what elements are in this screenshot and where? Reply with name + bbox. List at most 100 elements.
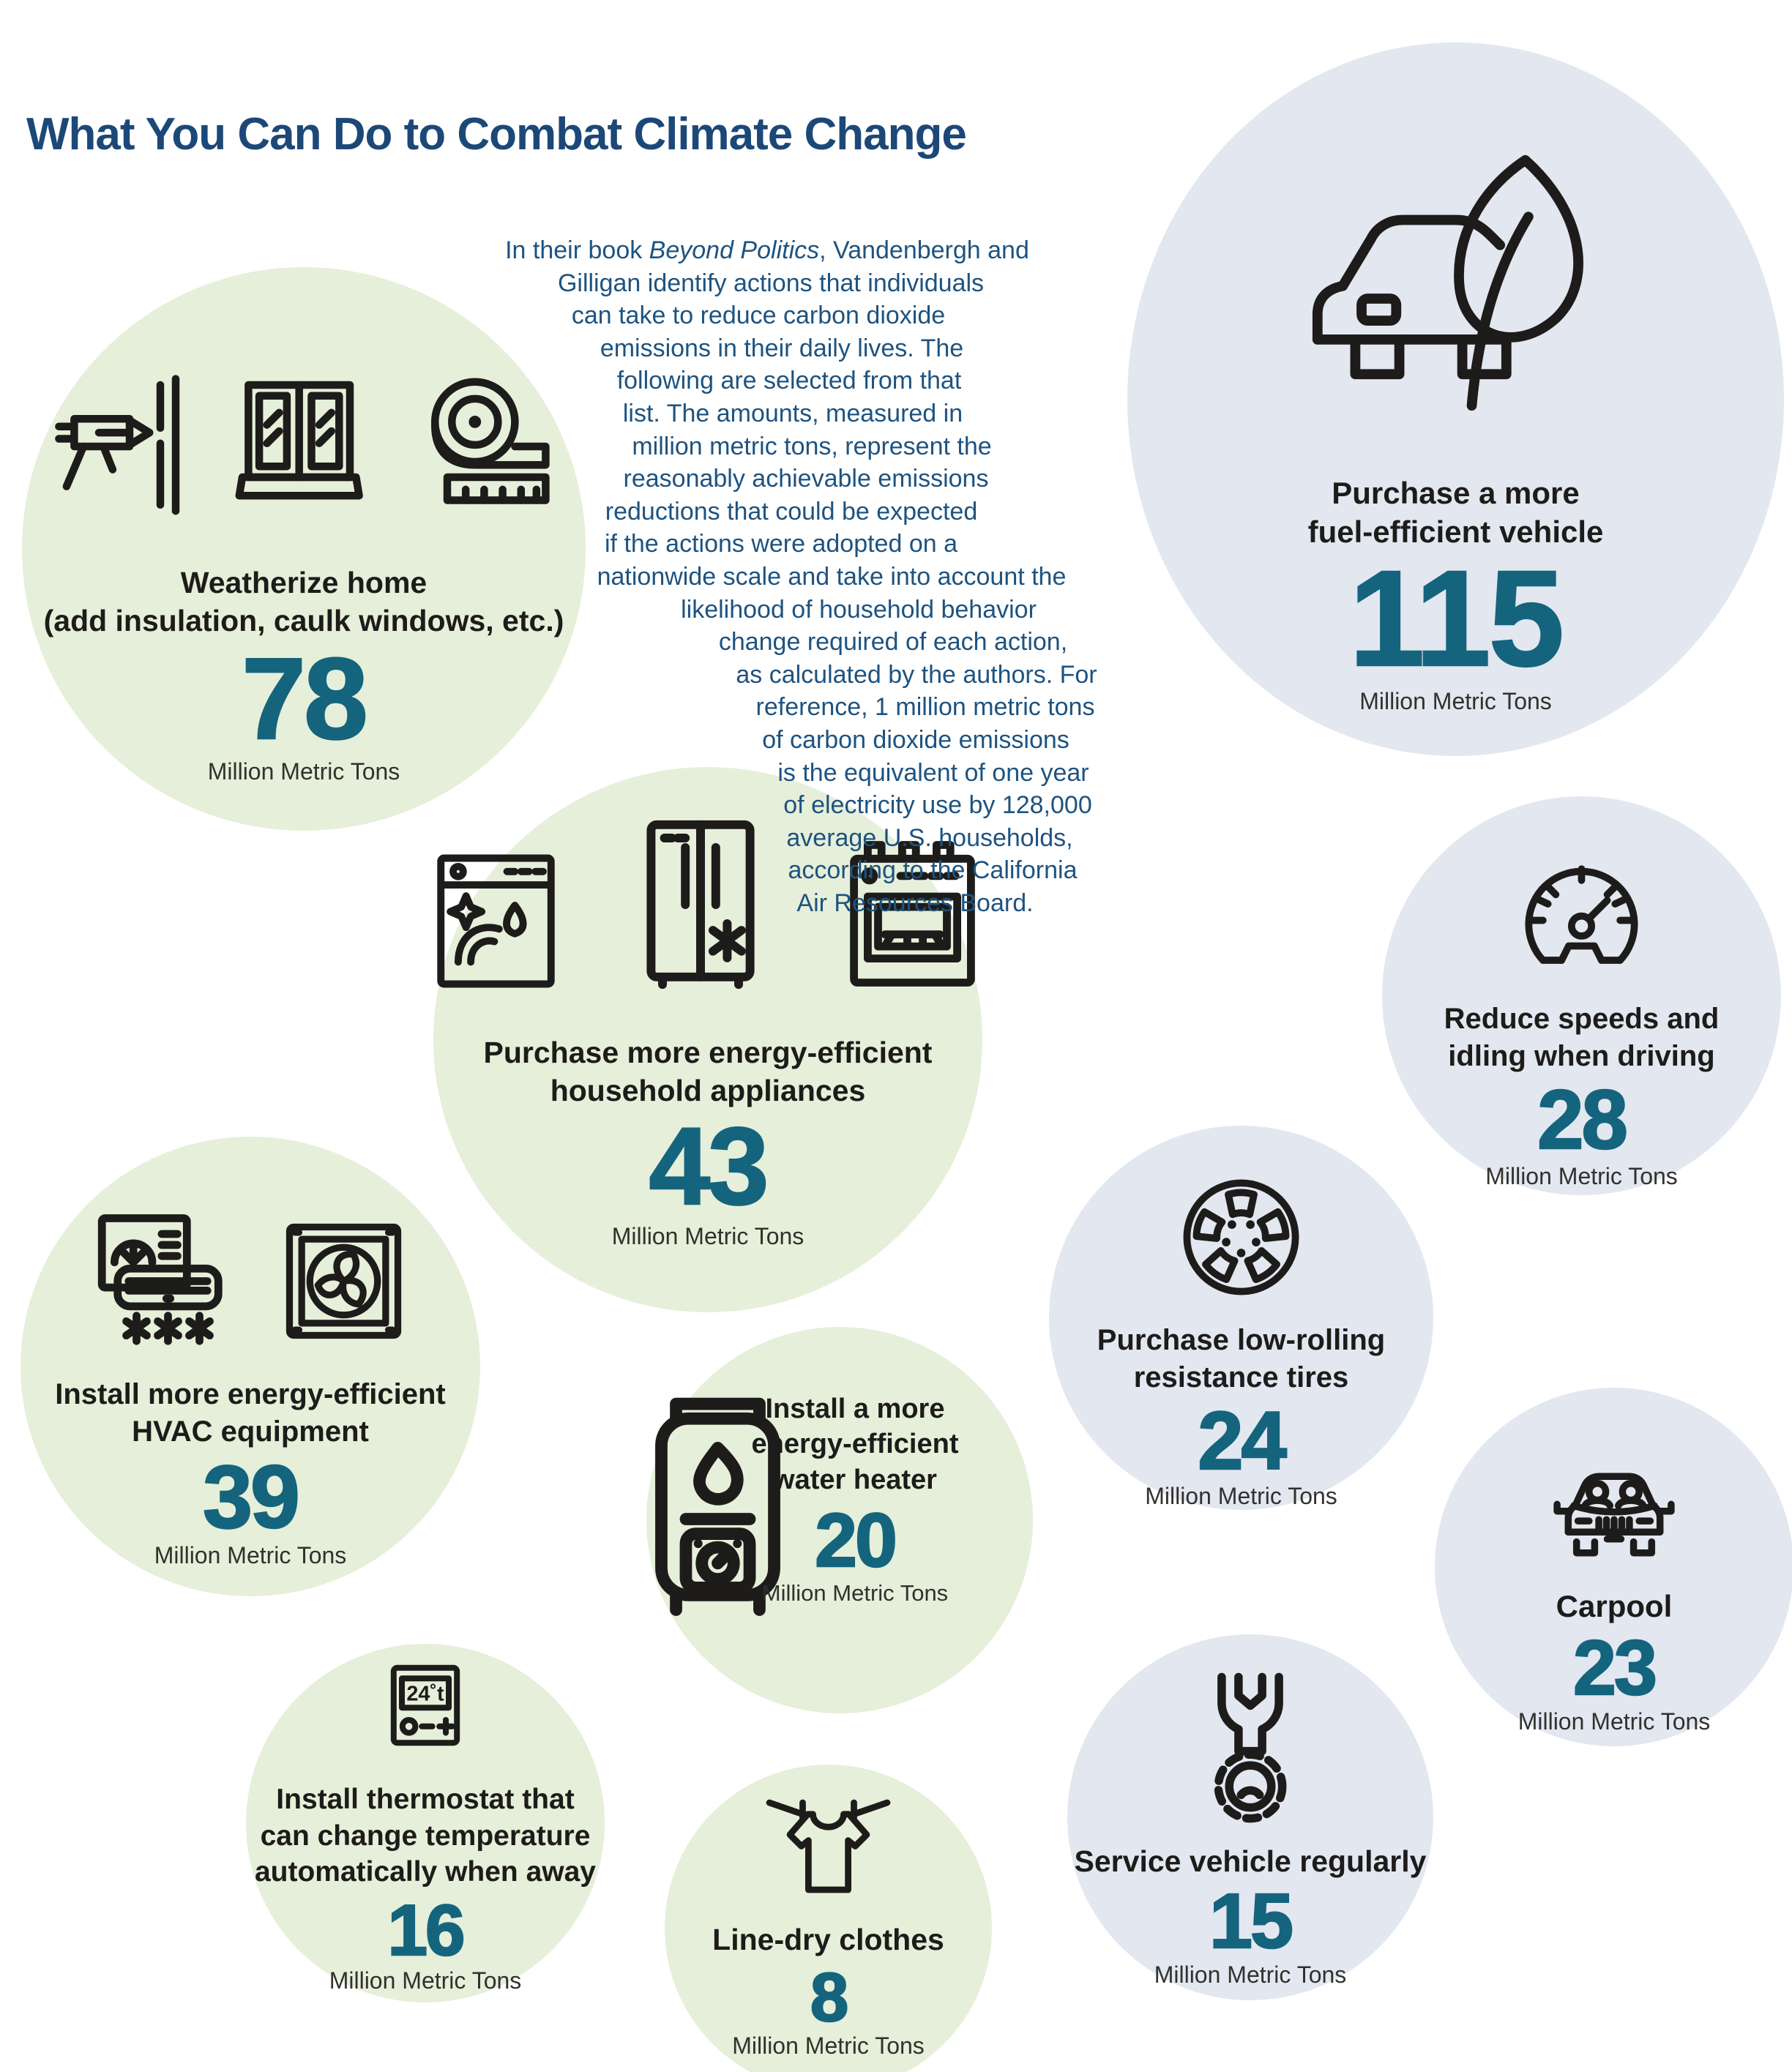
bubble-label: Reduce speeds and idling when driving <box>1444 1001 1720 1075</box>
bubble-label-line: can change temperature <box>260 1819 591 1852</box>
intro-line: average U.S. households, <box>786 823 1073 852</box>
bubble-label-line: Service vehicle regularly <box>1074 1844 1427 1878</box>
bubble-value: 8 <box>810 1959 850 2036</box>
bubble-icons <box>1510 848 1653 990</box>
bubble-label: Purchase a more fuel-efficient vehicle <box>1308 474 1604 552</box>
intro-line: according to the California <box>788 856 1078 885</box>
bubble-label-line: Purchase more energy-efficient <box>483 1036 933 1069</box>
bubble-label-line: Purchase a more <box>1332 476 1580 510</box>
bubble-label-line: water heater <box>773 1464 937 1495</box>
intro-line: of electricity use by 128,000 <box>783 791 1092 820</box>
bubble-label: Line-dry clothes <box>712 1920 944 1959</box>
intro-line: is the equivalent of one year <box>777 758 1089 787</box>
bubble-carpool: Carpool 23 Million Metric Tons <box>1435 1388 1792 1746</box>
bubble-value: 20 <box>814 1497 898 1583</box>
thermostat-icon: 24˚t <box>390 1664 460 1746</box>
refrigerator-icon <box>646 820 755 990</box>
bubble-value: 39 <box>202 1446 301 1546</box>
bubble-value: 43 <box>648 1104 769 1228</box>
bubble-unit: Million Metric Tons <box>154 1542 347 1569</box>
vent-fan-icon <box>285 1223 402 1339</box>
bubble-label-line: automatically when away <box>254 1856 596 1888</box>
bubble-household-appliances: Purchase more energy-efficient household … <box>433 767 982 1312</box>
caulk-gun-icon <box>55 375 180 515</box>
water-heater-icon <box>655 1397 780 1616</box>
intro-line: likelihood of household behavior <box>681 595 1037 624</box>
svg-text:24˚t: 24˚t <box>406 1683 444 1706</box>
bubble-value: 115 <box>1348 542 1566 695</box>
bubble-label: Install thermostat that can change temper… <box>255 1781 596 1890</box>
bubble-low-rolling-tires: Purchase low-rolling resistance tires 24 Mi… <box>1049 1126 1433 1510</box>
bubble-icons: 24˚t <box>367 1653 484 1770</box>
bubble-icons <box>53 370 555 523</box>
bubble-unit: Million Metric Tons <box>732 2032 925 2060</box>
window-icon <box>235 381 363 500</box>
bubble-label-line: Install more energy-efficient <box>55 1378 446 1410</box>
bubble-label-line: Install thermostat that <box>276 1784 575 1815</box>
bubble-unit: Million Metric Tons <box>611 1222 804 1249</box>
bubble-icons <box>89 1203 411 1360</box>
bubble-label-line: Install a more <box>765 1394 945 1424</box>
carpool-car-icon <box>1553 1473 1675 1557</box>
page-title: What You Can Do to Combat Climate Change <box>26 109 967 160</box>
stove-icon <box>850 841 975 987</box>
bubble-label-line: Reduce speeds and <box>1444 1003 1720 1035</box>
bubble-icons <box>764 1782 892 1910</box>
bubble-icons <box>1545 1439 1684 1578</box>
intro-line: list. The amounts, measured in <box>622 399 963 427</box>
intro-line: change required of each action, <box>718 628 1068 657</box>
bubble-icons <box>1166 1664 1334 1832</box>
bubble-label-line: household appliances <box>550 1074 866 1108</box>
intro-line: Gilligan identify actions that individua… <box>557 269 985 297</box>
bubble-label: Service vehicle regularly <box>1075 1842 1427 1880</box>
intro-line: as calculated by the authors. For <box>736 660 1097 689</box>
bubble-label: Carpool <box>1556 1587 1673 1626</box>
bubble-fuel-efficient-vehicle: Purchase a more fuel-efficient vehicle 115… <box>1127 42 1784 756</box>
bubble-icons <box>417 809 998 1000</box>
bubble-unit: Million Metric Tons <box>1485 1162 1678 1189</box>
bubble-value: 28 <box>1537 1073 1629 1167</box>
intro-line: emissions in their daily lives. The <box>600 334 964 362</box>
bubble-value: 15 <box>1209 1878 1294 1965</box>
bubble-label: Install a more energy-efficient water heat… <box>752 1391 959 1497</box>
intro-line: of carbon dioxide emissions <box>762 725 1069 754</box>
bubble-label-line: Carpool <box>1556 1589 1673 1623</box>
bubble-reduce-speeds-idling: Reduce speeds and idling when driving 28 Mi… <box>1382 796 1781 1195</box>
tire-icon <box>1183 1179 1299 1295</box>
bubble-label-line: energy-efficient <box>751 1429 959 1460</box>
bubble-unit: Million Metric Tons <box>207 758 400 785</box>
bubble-label-line: (add insulation, caulk windows, etc.) <box>43 604 564 638</box>
bubble-unit: Million Metric Tons <box>761 1579 949 1606</box>
intro-line: following are selected from that <box>616 367 962 395</box>
bubble-value: 23 <box>1572 1625 1658 1712</box>
bubble-water-heater: Install a more energy-efficient water heat… <box>646 1327 1033 1713</box>
dishwasher-icon <box>437 854 555 988</box>
bubble-weatherize-home: Weatherize home (add insulation, caulk wi… <box>22 267 586 831</box>
intro-line: nationwide scale and take into account t… <box>597 562 1067 591</box>
intro-paragraph: In their book Beyond Politics, Vandenber… <box>452 234 1140 919</box>
bubble-label: Purchase low-rolling resistance tires <box>1097 1322 1385 1396</box>
speedometer-icon <box>1525 865 1638 964</box>
intro-line: reductions that could be expected <box>605 497 978 526</box>
bubble-label: Weatherize home (add insulation, caulk wi… <box>44 564 564 640</box>
bubble-smart-thermostat: 24˚t Install thermostat that can change te… <box>246 1644 605 2002</box>
intro-line: if the actions were adopted on a <box>605 530 957 558</box>
bubble-icons <box>595 1389 840 1634</box>
bubble-label-line: Line-dry clothes <box>712 1923 944 1956</box>
intro-line: can take to reduce carbon dioxide <box>571 302 946 330</box>
bubble-label-line: HVAC equipment <box>132 1415 369 1448</box>
bubble-label: Install more energy-efficient HVAC equipm… <box>55 1376 445 1451</box>
bubble-unit: Million Metric Tons <box>1154 1961 1347 1988</box>
car-leaf-icon <box>1312 154 1583 411</box>
bubble-unit: Million Metric Tons <box>329 1967 522 1994</box>
bubble-value: 16 <box>387 1889 466 1970</box>
intro-line: Air Resources Board. <box>796 889 1034 917</box>
bubble-unit: Million Metric Tons <box>1517 1708 1711 1735</box>
bubble-label: Purchase more energy-efficient household … <box>484 1033 933 1110</box>
bubble-label-line: fuel-efficient vehicle <box>1307 515 1604 550</box>
bubble-label-line: Weatherize home <box>180 566 428 599</box>
bubble-icons <box>1299 141 1613 456</box>
tshirt-line-icon <box>766 1799 891 1893</box>
bubble-value: 24 <box>1197 1394 1288 1486</box>
